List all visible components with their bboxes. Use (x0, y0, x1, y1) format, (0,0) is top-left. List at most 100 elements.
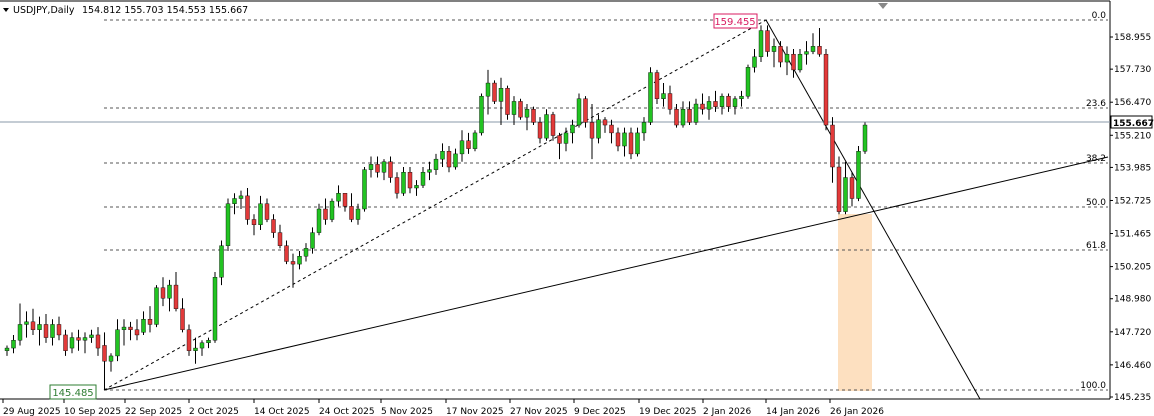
candle-bullish (693, 103, 699, 123)
candle-bearish (505, 88, 510, 115)
candle-bullish (17, 324, 23, 341)
candle-bullish (414, 185, 419, 189)
candle-bearish (446, 151, 452, 168)
candle-bearish (277, 232, 283, 246)
fib-label-100: 100.0 (1080, 381, 1106, 391)
high-price-text: 159.455 (714, 17, 755, 28)
candle-bullish (739, 95, 744, 99)
candle-bullish (212, 277, 218, 341)
candle-bearish (128, 326, 133, 330)
candle-bullish (303, 248, 309, 257)
candle-bullish (310, 232, 315, 249)
x-tick-label: 14 Oct 2025 (254, 407, 310, 416)
candle-bearish (271, 219, 276, 233)
symbol-dropdown-icon[interactable] (3, 8, 9, 12)
candle-bullish (797, 53, 803, 71)
candle-bearish (492, 82, 497, 102)
candle-bullish (37, 324, 42, 330)
support-trendline (103, 156, 1109, 391)
x-tick-label: 5 Nov 2025 (381, 407, 433, 416)
candle-bullish (732, 98, 738, 107)
candle-bullish (752, 56, 757, 68)
candle-bearish (147, 319, 153, 325)
y-tick-label: 150.205 (1114, 263, 1151, 273)
candle-bullish (154, 287, 159, 325)
candle-bullish (719, 95, 725, 107)
candle-bullish (784, 53, 790, 63)
x-tick-label: 26 Jan 2026 (830, 407, 884, 416)
candle-bullish (167, 284, 172, 299)
candle-bearish (284, 245, 289, 262)
candle-bullish (368, 164, 374, 170)
candle-bearish (583, 98, 588, 123)
candle-bearish (388, 161, 393, 178)
candle-bullish (498, 88, 504, 102)
candle-bullish (11, 339, 16, 349)
candle-bullish (648, 72, 653, 123)
candle-bullish (50, 324, 55, 338)
y-tick-label: 155.210 (1114, 131, 1151, 141)
candle-bearish (30, 321, 36, 330)
candle-bullish (596, 119, 601, 139)
fib-label-61: 61.8 (1086, 241, 1106, 251)
candle-bullish (570, 124, 575, 134)
y-tick-label: 148.980 (1114, 295, 1151, 305)
candle-bearish (173, 284, 179, 309)
candle-bullish (115, 329, 120, 357)
x-tick-label: 29 Aug 2025 (3, 407, 61, 416)
candle-bullish (420, 172, 426, 186)
candle-bullish (141, 319, 146, 333)
candle-bearish (180, 308, 185, 330)
candle-bullish (297, 256, 302, 265)
candle-bullish (82, 337, 88, 341)
candle-bullish (24, 321, 29, 325)
candle-bullish (524, 109, 530, 118)
price-axis: 158.955 157.730 156.470 155.210 153.985 152.7… (1110, 33, 1151, 403)
candle-bullish (121, 326, 127, 330)
candle-bearish (76, 337, 81, 341)
candle-bearish (102, 345, 107, 362)
candle-bullish (89, 334, 94, 338)
candle-bearish (349, 206, 354, 220)
x-tick-label: 9 Dec 2025 (574, 407, 626, 416)
current-price-tag: 155.667 (1110, 115, 1154, 129)
y-tick-label: 153.985 (1114, 163, 1151, 173)
fib-zone (838, 214, 872, 391)
candle-bearish (43, 324, 49, 338)
candle-bullish (362, 169, 367, 210)
x-tick-label: 19 Dec 2025 (639, 407, 697, 416)
y-tick-label: 151.465 (1114, 230, 1151, 240)
candle-bearish (830, 124, 835, 168)
candle-bullish (680, 109, 686, 126)
candle-bullish (576, 98, 582, 126)
candle-bullish (661, 93, 666, 99)
chart-shift-marker-icon[interactable] (878, 3, 888, 9)
x-tick-label: 10 Sep 2025 (64, 407, 121, 416)
candle-bullish (563, 132, 569, 144)
candle-bearish (836, 166, 842, 212)
candle-bullish (225, 203, 231, 246)
candle-bullish (440, 151, 445, 160)
symbol-label: USDJPY,Daily (13, 5, 75, 16)
candle-bullish (316, 208, 322, 233)
candle-bearish (823, 53, 829, 126)
fib-label-0: 0.0 (1092, 11, 1107, 21)
candle-bearish (134, 329, 140, 336)
downtrend-line (765, 19, 981, 400)
x-tick-label: 2 Oct 2025 (189, 407, 239, 416)
y-tick-label: 158.955 (1114, 33, 1151, 43)
candle-bearish (687, 109, 692, 123)
candle-bullish (433, 158, 439, 170)
x-tick-label: 27 Nov 2025 (510, 407, 568, 416)
candle-bullish (427, 169, 432, 173)
candle-bullish (856, 151, 861, 199)
candle-bearish (700, 103, 705, 110)
candle-bearish (394, 177, 400, 194)
candle-bullish (401, 172, 406, 194)
candle-bearish (726, 95, 731, 107)
candle-bullish (238, 195, 244, 199)
candle-bullish (381, 161, 387, 173)
candle-bearish (323, 208, 328, 220)
candle-bearish (589, 122, 595, 139)
x-tick-label: 22 Sep 2025 (125, 407, 182, 416)
